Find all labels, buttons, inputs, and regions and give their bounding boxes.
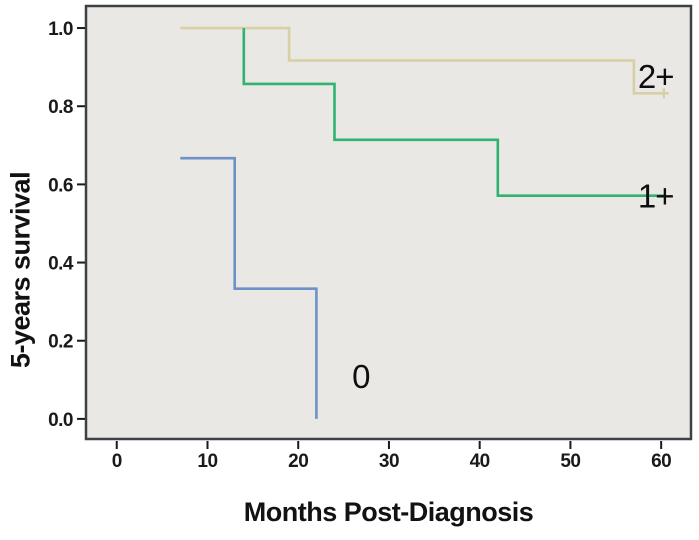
y-tick-label: 0.4 bbox=[48, 254, 74, 275]
x-tick-label: 60 bbox=[651, 451, 671, 472]
y-tick-label: 0.2 bbox=[48, 332, 73, 353]
x-axis-title: Months Post-Diagnosis bbox=[243, 497, 534, 527]
x-tick-label: 40 bbox=[470, 451, 490, 472]
x-tick-label: 10 bbox=[197, 451, 217, 472]
x-tick-label: 0 bbox=[112, 451, 122, 472]
y-tick-label: 0.0 bbox=[48, 410, 73, 431]
plot-border bbox=[84, 4, 693, 441]
curve-label-2plus: 2+ bbox=[638, 58, 674, 95]
survival-curve-0 bbox=[180, 156, 318, 419]
y-axis-title: 5-years survival bbox=[5, 171, 36, 369]
survival-curve-2plus bbox=[180, 26, 668, 95]
y-tick-label: 0.8 bbox=[48, 97, 73, 118]
y-tick-label: 0.6 bbox=[48, 175, 73, 196]
y-tick-label: 1.0 bbox=[48, 19, 73, 40]
curve-label-0: 0 bbox=[352, 358, 370, 395]
survival-curve-1plus bbox=[242, 28, 666, 197]
x-tick-label: 30 bbox=[379, 451, 399, 472]
censor-mark-2plus bbox=[658, 88, 669, 99]
x-tick-label: 20 bbox=[288, 451, 308, 472]
curve-label-1plus: 1+ bbox=[638, 178, 674, 215]
plot-area bbox=[85, 5, 692, 440]
x-tick-label: 50 bbox=[560, 451, 580, 472]
